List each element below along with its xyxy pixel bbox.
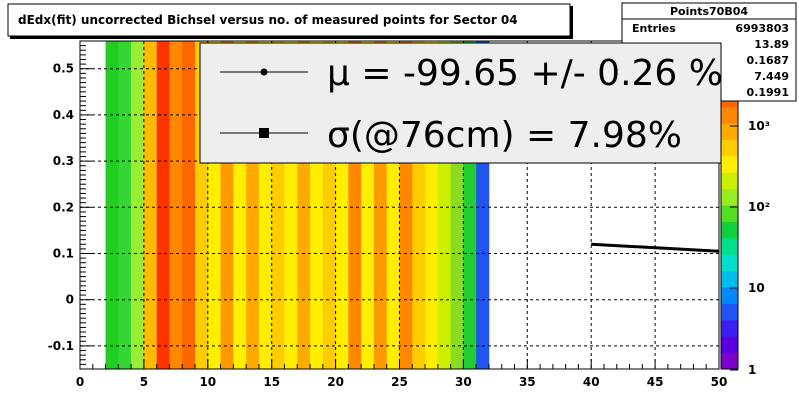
legend-entry-mean: μ = -99.65 +/- 0.26 % bbox=[220, 53, 723, 94]
x-tick-label: 0 bbox=[76, 375, 84, 389]
legend-marker-square bbox=[259, 128, 269, 138]
colorbar-swatch bbox=[721, 319, 738, 337]
axis-layer: 0 5 10 15 20 25 30 35 40 45 50 -0.1 0 0.1 0.2 0.3 0.4 0.5 bbox=[48, 40, 728, 389]
stats-row-value: 13.89 bbox=[754, 38, 789, 51]
x-tick-label: 5 bbox=[140, 375, 148, 389]
colorbar-swatch bbox=[721, 106, 738, 124]
x-tick-label: 45 bbox=[647, 375, 664, 389]
colorbar-swatch bbox=[721, 139, 738, 157]
y-tick-label: 0.1 bbox=[53, 247, 74, 261]
fit-line bbox=[591, 242, 720, 253]
x-tick-label: 10 bbox=[199, 375, 216, 389]
colorbar-swatch bbox=[721, 155, 738, 173]
y-tick-label: 0 bbox=[66, 293, 74, 307]
x-tick-label: 15 bbox=[263, 375, 280, 389]
heat-cell bbox=[118, 41, 132, 369]
stats-row-value: 7.449 bbox=[754, 70, 789, 83]
colorbar-swatch bbox=[721, 352, 738, 370]
colorbar-swatch bbox=[721, 254, 738, 272]
stats-row-value: 0.1687 bbox=[747, 54, 789, 67]
colorbar-swatch bbox=[721, 123, 738, 140]
heat-cell bbox=[169, 41, 183, 369]
colorbar-label: 1 bbox=[748, 363, 756, 377]
y-tick-label: 0.4 bbox=[53, 108, 74, 122]
colorbar-label: 10³ bbox=[748, 119, 770, 133]
fit-layer bbox=[591, 242, 720, 253]
x-tick-label: 20 bbox=[327, 375, 344, 389]
x-tick-label: 35 bbox=[519, 375, 536, 389]
colorbar-swatch bbox=[721, 270, 738, 288]
colorbar-swatch bbox=[721, 287, 738, 304]
y-tick-label: 0.2 bbox=[53, 200, 74, 214]
legend-text-sigma: σ(@76cm) = 7.98% bbox=[327, 115, 682, 156]
heat-cell bbox=[156, 41, 170, 369]
legend-text-mean: μ = -99.65 +/- 0.26 % bbox=[327, 53, 723, 94]
heat-cell bbox=[105, 41, 119, 369]
colorbar-swatch bbox=[721, 172, 738, 190]
colorbar-swatch bbox=[721, 336, 738, 354]
y-tick-label: 0.3 bbox=[53, 154, 74, 168]
colorbar-swatch bbox=[721, 205, 738, 222]
x-tick-label: 40 bbox=[583, 375, 600, 389]
heat-cell bbox=[182, 41, 196, 369]
stats-title: Points70B04 bbox=[670, 5, 748, 18]
stats-row-value: 6993803 bbox=[735, 22, 789, 35]
colorbar-label: 10 bbox=[748, 281, 765, 295]
y-tick-label: -0.1 bbox=[48, 339, 74, 353]
stats-row-label: Entries bbox=[632, 22, 676, 35]
chart-title: dEdx(fit) uncorrected Bichsel versus no.… bbox=[18, 13, 518, 27]
legend-marker-circle bbox=[260, 68, 268, 76]
heat-cell bbox=[143, 41, 157, 369]
y-tick-label: 0.5 bbox=[53, 62, 74, 76]
heat-cell bbox=[131, 41, 145, 369]
x-tick-label: 50 bbox=[711, 375, 728, 389]
colorbar-swatch bbox=[721, 188, 738, 206]
legend-entry-sigma: σ(@76cm) = 7.98% bbox=[220, 115, 682, 156]
legend-box: μ = -99.65 +/- 0.26 % σ(@76cm) = 7.98% bbox=[199, 42, 723, 164]
x-tick-label: 30 bbox=[455, 375, 472, 389]
x-tick-label: 25 bbox=[391, 375, 408, 389]
title-box: dEdx(fit) uncorrected Bichsel versus no.… bbox=[7, 3, 573, 39]
colorbar-swatch bbox=[721, 237, 738, 255]
stats-row-value: 0.1991 bbox=[747, 86, 789, 99]
colorbar-label: 10² bbox=[748, 200, 770, 214]
colorbar-swatch bbox=[721, 303, 738, 321]
colorbar-swatch bbox=[721, 221, 738, 239]
